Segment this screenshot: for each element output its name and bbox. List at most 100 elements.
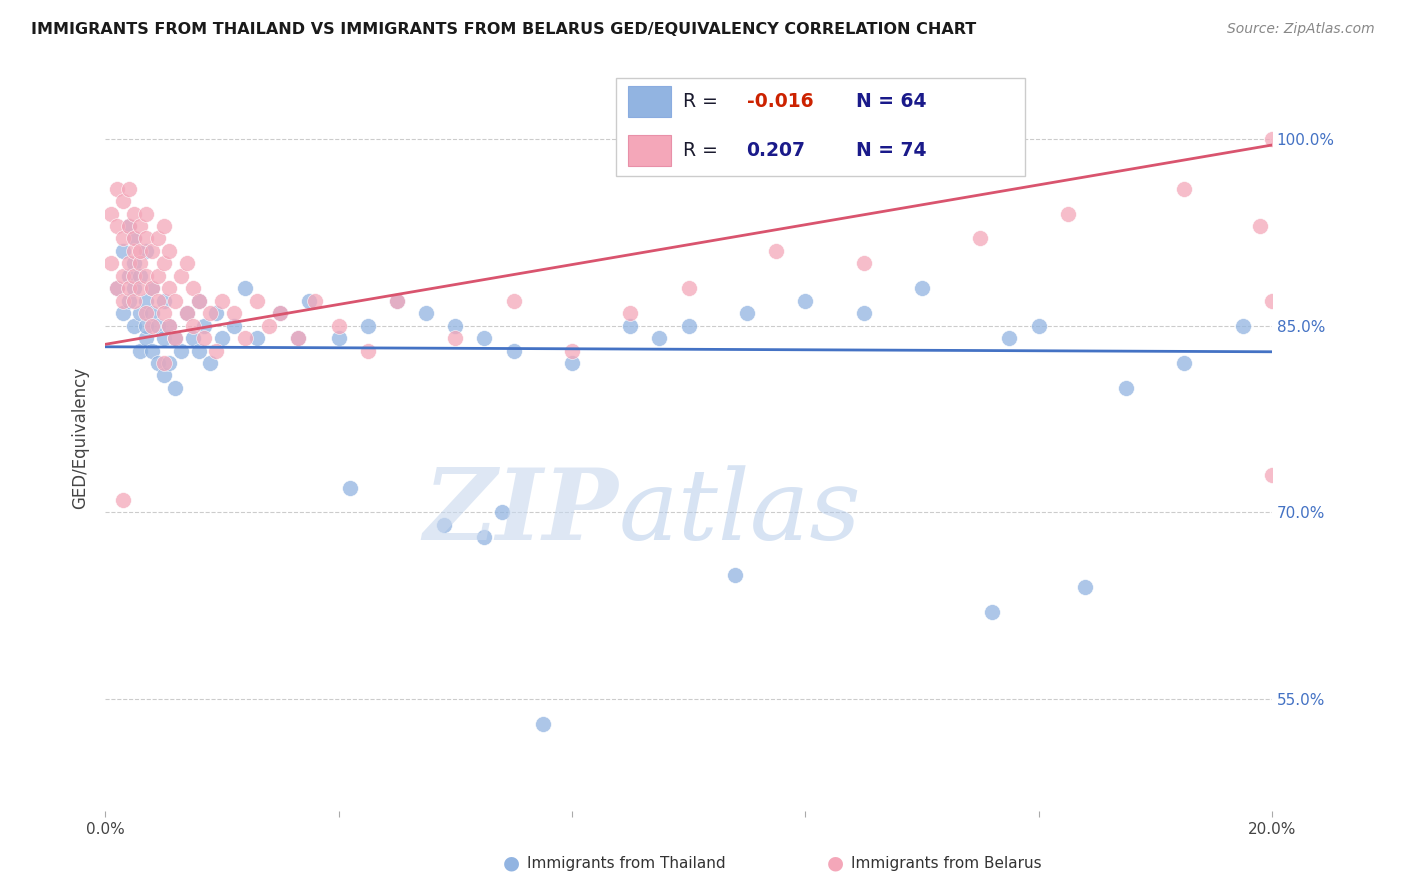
- Point: [124, 206, 146, 220]
- Point: [152, 356, 174, 370]
- Point: [124, 231, 146, 245]
- Point: [124, 231, 146, 245]
- Text: N = 74: N = 74: [856, 141, 927, 161]
- Point: [502, 343, 524, 358]
- Point: [357, 343, 380, 358]
- Point: [146, 318, 169, 333]
- Point: [111, 293, 134, 308]
- Point: [135, 318, 157, 333]
- Point: [444, 331, 467, 345]
- Point: [157, 244, 180, 258]
- Point: [233, 331, 256, 345]
- Point: [187, 293, 209, 308]
- Point: [765, 244, 787, 258]
- Point: [135, 206, 157, 220]
- Point: [117, 281, 139, 295]
- Point: [678, 281, 700, 295]
- Text: ●: ●: [503, 854, 520, 873]
- Point: [1261, 468, 1284, 483]
- Point: [135, 231, 157, 245]
- Point: [287, 331, 309, 345]
- Point: [619, 318, 641, 333]
- Point: [998, 331, 1021, 345]
- Point: [328, 318, 350, 333]
- Point: [135, 306, 157, 320]
- Text: atlas: atlas: [619, 465, 862, 560]
- Point: [124, 244, 146, 258]
- Text: N = 64: N = 64: [856, 93, 927, 112]
- Point: [269, 306, 291, 320]
- Point: [980, 605, 1002, 619]
- Point: [298, 293, 321, 308]
- Point: [852, 306, 875, 320]
- Point: [165, 331, 187, 345]
- Point: [117, 219, 139, 233]
- Point: [1115, 381, 1137, 395]
- Point: [415, 306, 437, 320]
- Point: [205, 306, 228, 320]
- Point: [105, 181, 128, 195]
- Point: [141, 281, 163, 295]
- Point: [735, 306, 758, 320]
- Point: [1074, 580, 1097, 594]
- Point: [222, 318, 245, 333]
- Point: [170, 268, 193, 283]
- Point: [619, 306, 641, 320]
- Point: [165, 331, 187, 345]
- Point: [141, 244, 163, 258]
- Point: [141, 281, 163, 295]
- Point: [1232, 318, 1254, 333]
- Text: IMMIGRANTS FROM THAILAND VS IMMIGRANTS FROM BELARUS GED/EQUIVALENCY CORRELATION : IMMIGRANTS FROM THAILAND VS IMMIGRANTS F…: [31, 22, 976, 37]
- Point: [432, 518, 454, 533]
- Point: [304, 293, 326, 308]
- Point: [124, 281, 146, 295]
- Point: [157, 281, 180, 295]
- Point: [339, 481, 361, 495]
- Point: [100, 206, 122, 220]
- Point: [969, 231, 991, 245]
- Point: [111, 493, 134, 508]
- Text: Immigrants from Belarus: Immigrants from Belarus: [851, 856, 1042, 871]
- Text: -0.016: -0.016: [747, 93, 813, 112]
- Point: [117, 293, 139, 308]
- Point: [269, 306, 291, 320]
- Point: [176, 256, 198, 270]
- Point: [181, 281, 204, 295]
- Point: [724, 567, 747, 582]
- Point: [187, 343, 209, 358]
- Point: [1261, 293, 1284, 308]
- Point: [385, 293, 408, 308]
- Point: [152, 256, 174, 270]
- Point: [135, 244, 157, 258]
- Point: [531, 717, 554, 731]
- Y-axis label: GED/Equivalency: GED/Equivalency: [72, 367, 89, 508]
- Point: [165, 293, 187, 308]
- Point: [205, 343, 228, 358]
- Point: [111, 268, 134, 283]
- Point: [357, 318, 380, 333]
- Point: [146, 231, 169, 245]
- Text: R =: R =: [683, 141, 730, 161]
- Point: [852, 256, 875, 270]
- Point: [129, 244, 152, 258]
- Point: [157, 318, 180, 333]
- Point: [105, 281, 128, 295]
- Point: [794, 293, 817, 308]
- Point: [146, 293, 169, 308]
- Point: [165, 381, 187, 395]
- Point: [181, 318, 204, 333]
- Point: [1249, 219, 1271, 233]
- Point: [129, 256, 152, 270]
- Text: 0.207: 0.207: [747, 141, 806, 161]
- Point: [157, 356, 180, 370]
- Point: [474, 530, 496, 544]
- Point: [100, 256, 122, 270]
- Point: [648, 331, 671, 345]
- Point: [1173, 356, 1195, 370]
- Point: [328, 331, 350, 345]
- Text: R =: R =: [683, 93, 724, 112]
- Point: [181, 331, 204, 345]
- Point: [129, 343, 152, 358]
- Point: [135, 293, 157, 308]
- FancyBboxPatch shape: [616, 78, 1025, 177]
